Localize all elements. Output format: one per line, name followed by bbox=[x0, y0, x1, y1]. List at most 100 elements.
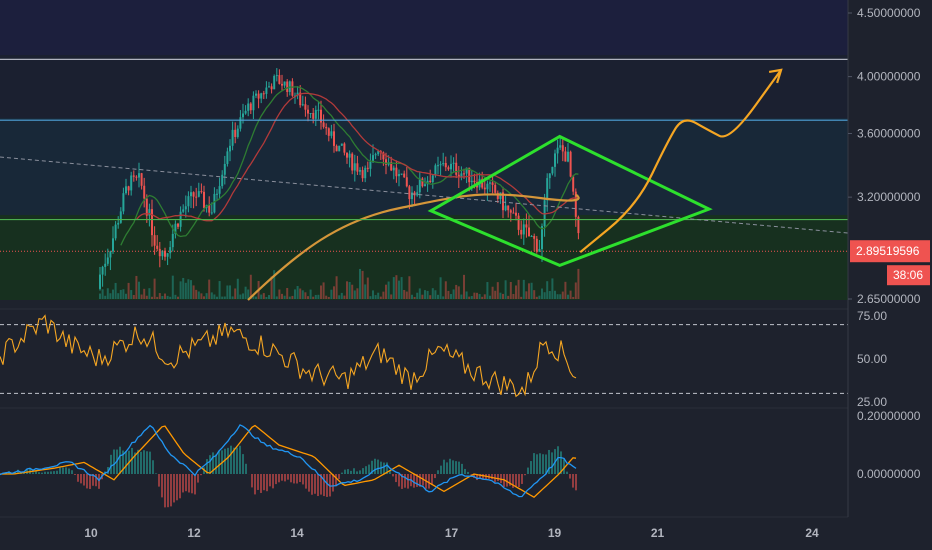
macd-layer bbox=[0, 424, 577, 508]
candle-body bbox=[122, 193, 125, 212]
candle-body bbox=[281, 83, 283, 86]
candle-body bbox=[208, 205, 211, 213]
volume-bar bbox=[221, 296, 224, 299]
volume-bar bbox=[372, 290, 374, 299]
candle-body bbox=[304, 104, 307, 110]
countdown-badge-text: 38:06 bbox=[893, 268, 923, 282]
candle-body bbox=[130, 175, 133, 191]
volume-bar bbox=[184, 282, 187, 299]
candle-body bbox=[416, 192, 419, 196]
candle-body bbox=[119, 211, 122, 223]
volume-bar bbox=[174, 294, 177, 299]
volume-bar bbox=[190, 280, 192, 299]
volume-bar bbox=[268, 295, 270, 299]
upper-zone bbox=[0, 0, 848, 55]
volume-bar bbox=[398, 280, 400, 299]
candle-body bbox=[577, 216, 580, 234]
volume-bar bbox=[265, 296, 268, 299]
volume-bar bbox=[143, 288, 146, 299]
volume-bar bbox=[330, 289, 333, 299]
candle-body bbox=[260, 93, 263, 99]
volume-bar bbox=[145, 295, 148, 299]
volume-bar bbox=[400, 277, 403, 299]
candle-body bbox=[455, 162, 458, 175]
candle-body bbox=[405, 177, 408, 187]
volume-bar bbox=[99, 293, 101, 299]
candle-body bbox=[112, 238, 114, 252]
candle-body bbox=[400, 173, 403, 175]
candle-body bbox=[509, 210, 512, 213]
volume-bar bbox=[166, 295, 169, 299]
candle-body bbox=[554, 153, 556, 167]
volume-bar bbox=[317, 294, 320, 299]
time-tick-label: 21 bbox=[651, 526, 665, 540]
volume-bar bbox=[395, 275, 398, 299]
candle-body bbox=[429, 180, 432, 183]
candle-body bbox=[546, 178, 549, 201]
volume-bar bbox=[343, 295, 346, 299]
volume-bar bbox=[275, 296, 278, 299]
volume-bar bbox=[132, 294, 135, 299]
volume-bar bbox=[403, 289, 406, 299]
volume-bar bbox=[169, 296, 172, 299]
rsi-layer bbox=[0, 314, 848, 398]
volume-bar bbox=[249, 274, 252, 299]
candle-body bbox=[255, 93, 257, 96]
candle-body bbox=[234, 129, 237, 137]
candle-body bbox=[343, 143, 346, 153]
candle-body bbox=[273, 75, 276, 90]
volume-bar bbox=[374, 295, 377, 299]
candle-body bbox=[348, 153, 351, 158]
volume-bar bbox=[361, 270, 364, 299]
price-axis[interactable]: 4.50000000 4.00000000 3.60000000 3.20000000… bbox=[848, 6, 921, 481]
candle-body bbox=[543, 200, 546, 227]
volume-bar bbox=[538, 295, 541, 299]
volume-bar bbox=[117, 293, 120, 299]
candle-body bbox=[346, 152, 348, 158]
volume-bar bbox=[195, 289, 198, 299]
candle-body bbox=[361, 170, 364, 179]
candle-body bbox=[434, 165, 437, 176]
time-axis[interactable]: 10 12 14 17 19 21 24 bbox=[84, 526, 819, 540]
candle-body bbox=[249, 103, 252, 111]
volume-bar bbox=[119, 289, 122, 299]
time-tick-label: 14 bbox=[290, 526, 304, 540]
volume-bar bbox=[286, 288, 289, 299]
candle-body bbox=[530, 235, 533, 237]
volume-bar bbox=[502, 293, 504, 299]
volume-bar bbox=[208, 279, 211, 299]
volume-bar bbox=[320, 285, 322, 299]
candle-body bbox=[541, 226, 543, 250]
blue-zone bbox=[0, 118, 848, 215]
volume-bar bbox=[213, 294, 216, 299]
volume-bar bbox=[236, 278, 239, 299]
candle-body bbox=[574, 191, 577, 217]
volume-bar bbox=[416, 292, 419, 299]
price-badges: 2.89519596 38:06 bbox=[850, 240, 930, 286]
candle-body bbox=[252, 95, 255, 111]
candle-body bbox=[567, 151, 569, 162]
volume-bar bbox=[203, 296, 205, 299]
pattern-drawings[interactable] bbox=[427, 68, 783, 268]
candle-body bbox=[325, 126, 328, 129]
volume-bar bbox=[559, 294, 562, 299]
candle-body bbox=[226, 151, 229, 164]
macd-tick-label: 0.00000000 bbox=[857, 467, 921, 481]
volume-bar bbox=[444, 281, 447, 299]
volume-bar bbox=[572, 296, 575, 299]
candle-body bbox=[452, 162, 455, 164]
volume-bar bbox=[223, 296, 226, 299]
volume-bar bbox=[535, 296, 538, 299]
volume-bar bbox=[104, 295, 107, 299]
volume-bar bbox=[554, 290, 556, 299]
candle-body bbox=[99, 274, 101, 289]
candle-body bbox=[125, 186, 127, 194]
volume-bar bbox=[377, 292, 380, 299]
candle-body bbox=[286, 81, 289, 93]
rsi-tick-label: 25.00 bbox=[857, 395, 887, 409]
volume-bar bbox=[442, 296, 445, 299]
volume-bar bbox=[244, 286, 247, 299]
candle-body bbox=[158, 248, 161, 257]
candle-body bbox=[551, 166, 554, 174]
